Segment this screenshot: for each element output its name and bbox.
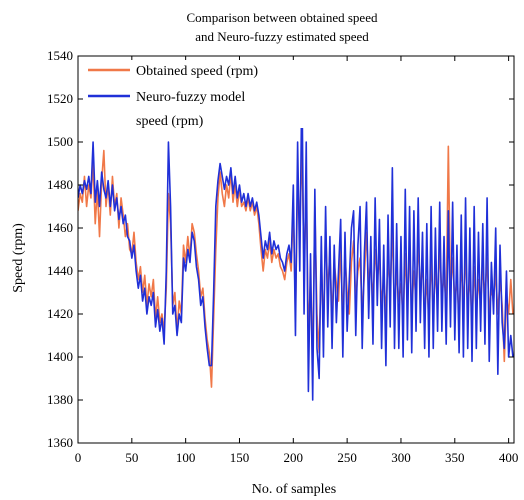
chart-title: Comparison between obtained speed and Ne…: [187, 10, 378, 44]
y-axis: 1360 1380 1400 1420 1440 1460 1480 1500 1520 1540: [47, 48, 514, 450]
y-tick-label: 1380: [47, 392, 73, 407]
plot-frame: [77, 55, 515, 444]
x-tick-label: 0: [75, 450, 82, 465]
y-tick-label: 1480: [47, 177, 73, 192]
x-tick-label: 400: [499, 450, 519, 465]
y-tick-label: 1520: [47, 91, 73, 106]
y-tick-label: 1540: [47, 48, 73, 63]
x-tick-label: 100: [176, 450, 196, 465]
y-tick-label: 1500: [47, 134, 73, 149]
x-axis-label: No. of samples: [252, 482, 336, 497]
y-tick-label: 1440: [47, 263, 73, 278]
x-tick-label: 350: [445, 450, 465, 465]
x-tick-label: 200: [284, 450, 304, 465]
x-axis: 0 50 100 150 200 250 300 350 400: [75, 56, 519, 465]
chart-title-line-1: Comparison between obtained speed: [187, 10, 378, 25]
y-tick-label: 1360: [47, 435, 73, 450]
series-line-neuro-fuzzy-speed: [78, 72, 514, 401]
y-axis-label: Speed (rpm): [11, 223, 26, 293]
chart-title-line-2: and Neuro-fuzzy estimated speed: [195, 29, 369, 44]
legend-label-neuro-fuzzy-speed: speed (rpm): [136, 114, 204, 129]
x-tick-label: 150: [230, 450, 250, 465]
x-tick-label: 250: [337, 450, 357, 465]
y-tick-label: 1420: [47, 306, 73, 321]
legend-label-neuro-fuzzy-speed: Neuro-fuzzy model: [136, 90, 245, 105]
y-tick-label: 1460: [47, 220, 73, 235]
x-tick-label: 300: [391, 450, 411, 465]
legend-box: [86, 60, 304, 128]
legend-label-obtained-speed: Obtained speed (rpm): [136, 64, 258, 79]
legend: Obtained speed (rpm) Neuro-fuzzy model spe…: [86, 60, 304, 129]
x-tick-label: 50: [125, 450, 138, 465]
y-tick-label: 1400: [47, 349, 73, 364]
series-layer: [78, 72, 514, 401]
